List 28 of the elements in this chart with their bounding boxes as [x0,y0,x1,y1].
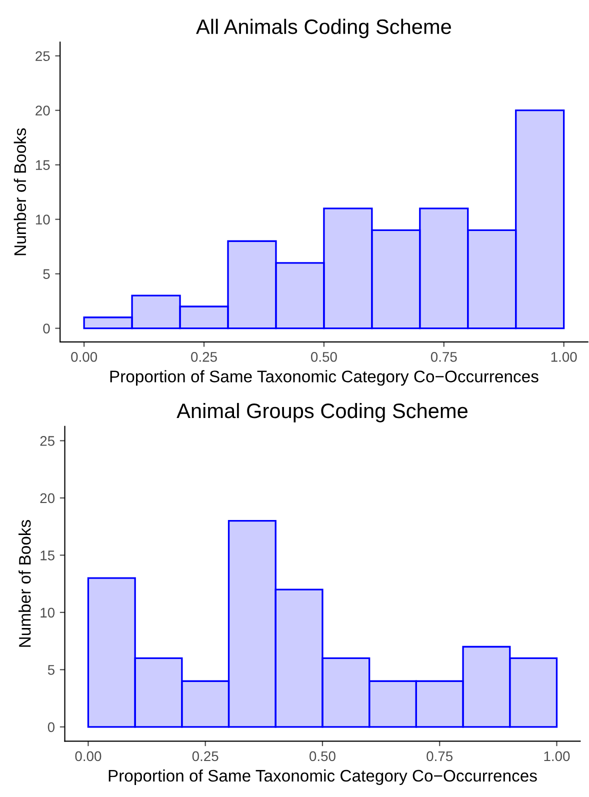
y-tick-label: 25 [40,436,54,446]
y-tick-label: 20 [36,106,50,116]
x-tick-label: 0.50 [310,352,337,362]
chart-title: Animal Groups Coding Scheme [176,402,468,422]
y-tick-label: 20 [40,493,55,504]
y-tick-label: 5 [48,665,54,675]
chart-title: All Animals Coding Scheme [196,18,451,38]
y-tick-label: 5 [43,269,50,279]
x-axis-title: Proportion of Same Taxonomic Category Co−Occurrences [110,370,538,386]
y-tick-label: 10 [40,608,55,618]
y-tick-label: 15 [40,550,54,560]
y-tick-label: 10 [36,214,50,224]
x-tick-label: 0.00 [71,352,98,362]
x-tick-label: 0.50 [310,751,336,762]
x-tick-label: 1.00 [544,751,570,762]
y-tick-label: 15 [36,160,50,170]
y-tick-label: 25 [36,51,50,62]
x-axis-title: Proportion of Same Taxonomic Category Co−Occurrences [108,769,537,785]
x-tick-label: 0.75 [430,352,457,362]
y-tick-label: 0 [43,324,50,334]
x-tick-label: 0.75 [426,751,453,762]
y-axis-title: Number of Books [14,128,26,256]
y-tick-label: 0 [48,722,55,732]
x-tick-label: 0.25 [192,751,218,762]
x-tick-label: 0.00 [75,751,102,762]
x-tick-label: 1.00 [551,352,577,362]
y-axis-title: Number of Books [18,520,31,647]
x-tick-label: 0.25 [191,352,217,362]
